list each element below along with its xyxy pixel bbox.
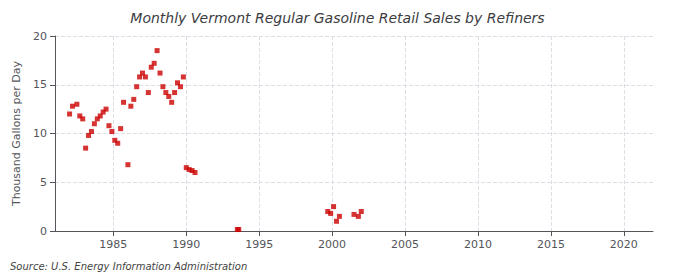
svg-text:Source: U.S. Energy Informatio: Source: U.S. Energy Information Administ… bbox=[10, 261, 247, 272]
svg-text:2005: 2005 bbox=[391, 238, 419, 251]
svg-text:1995: 1995 bbox=[245, 238, 273, 251]
svg-text:1990: 1990 bbox=[172, 238, 200, 251]
svg-text:5: 5 bbox=[40, 176, 47, 189]
svg-text:2000: 2000 bbox=[318, 238, 346, 251]
svg-text:2020: 2020 bbox=[610, 238, 638, 251]
svg-text:1985: 1985 bbox=[99, 238, 127, 251]
svg-text:Thousand Gallons per Day: Thousand Gallons per Day bbox=[10, 60, 23, 207]
svg-text:0: 0 bbox=[40, 225, 47, 238]
svg-text:15: 15 bbox=[33, 78, 47, 91]
svg-text:2015: 2015 bbox=[537, 238, 565, 251]
svg-text:Monthly Vermont Regular Gasoli: Monthly Vermont Regular Gasoline Retail … bbox=[130, 10, 544, 26]
svg-text:20: 20 bbox=[33, 30, 47, 43]
svg-text:10: 10 bbox=[33, 127, 47, 140]
svg-text:2010: 2010 bbox=[464, 238, 492, 251]
